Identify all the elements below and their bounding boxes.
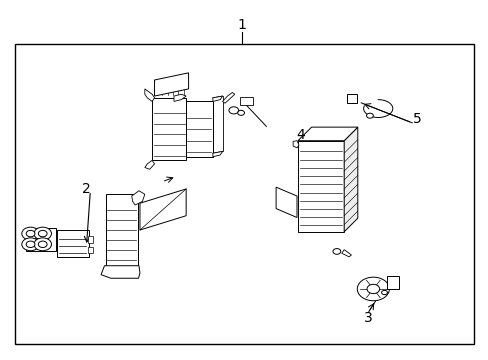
Polygon shape [344, 127, 357, 232]
Bar [346, 94, 357, 103]
Polygon shape [174, 94, 186, 102]
Bar [386, 276, 398, 289]
Bar [57, 230, 89, 257]
Polygon shape [297, 127, 357, 141]
Circle shape [22, 227, 39, 240]
Bar [297, 141, 344, 232]
Circle shape [26, 230, 35, 237]
Circle shape [26, 241, 35, 248]
Polygon shape [276, 187, 296, 217]
Text: 2: 2 [82, 182, 91, 196]
Polygon shape [154, 73, 188, 96]
Circle shape [34, 227, 51, 240]
Circle shape [34, 238, 51, 251]
Circle shape [366, 113, 372, 118]
Circle shape [228, 107, 238, 114]
Circle shape [22, 238, 39, 251]
Text: 4: 4 [295, 129, 304, 142]
Polygon shape [144, 89, 154, 102]
Circle shape [366, 284, 379, 294]
Polygon shape [212, 96, 222, 102]
Polygon shape [222, 93, 234, 103]
Polygon shape [212, 152, 222, 157]
Circle shape [38, 230, 47, 237]
Bar [186, 102, 212, 157]
Polygon shape [131, 191, 144, 205]
Circle shape [237, 111, 244, 115]
Text: 5: 5 [412, 112, 421, 126]
Circle shape [38, 241, 47, 248]
Bar [152, 98, 186, 160]
Bar [15, 44, 473, 344]
Bar [239, 97, 253, 105]
Circle shape [357, 277, 388, 301]
Text: 3: 3 [364, 311, 372, 324]
Bar [106, 194, 137, 266]
Bar [88, 247, 93, 253]
Polygon shape [292, 141, 298, 148]
Polygon shape [144, 160, 154, 169]
Bar [26, 228, 56, 251]
Polygon shape [101, 266, 140, 278]
Polygon shape [341, 249, 351, 257]
Bar [88, 236, 93, 243]
Circle shape [332, 249, 340, 254]
Circle shape [381, 291, 386, 295]
Polygon shape [140, 189, 186, 230]
Text: 1: 1 [237, 18, 246, 32]
